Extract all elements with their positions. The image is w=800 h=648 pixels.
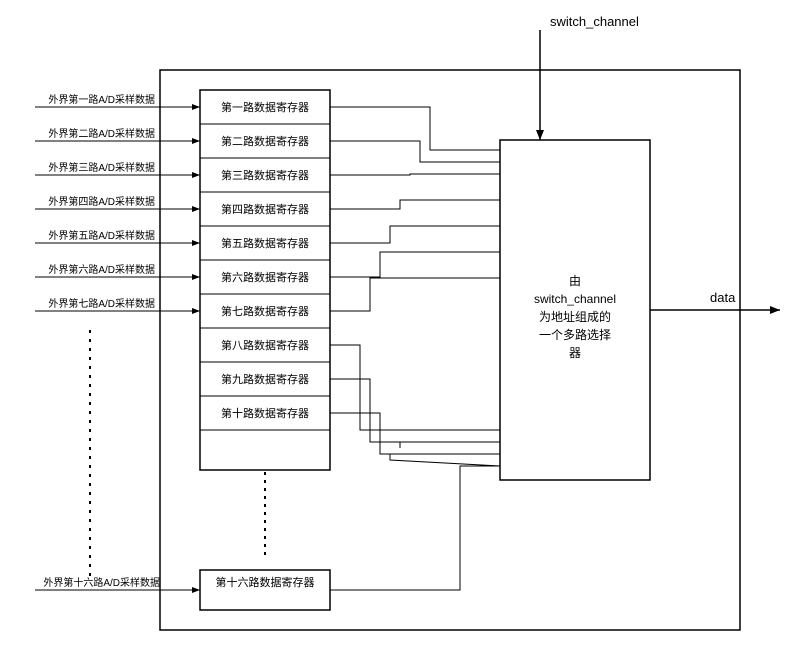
- input-last: 外界第十六路A/D采样数据: [43, 576, 160, 589]
- input-5: 外界第五路A/D采样数据: [48, 229, 155, 242]
- input-6: 外界第六路A/D采样数据: [48, 263, 155, 276]
- reg-1: 第一路数据寄存器: [221, 100, 309, 114]
- reg-last-line1: 第十六路数据寄存器: [216, 575, 315, 589]
- reg-4: 第四路数据寄存器: [221, 202, 309, 216]
- reg-2: 第二路数据寄存器: [221, 134, 309, 148]
- input-4: 外界第四路A/D采样数据: [48, 195, 155, 208]
- mux-line1: 由: [569, 274, 581, 288]
- reg-7: 第七路数据寄存器: [221, 304, 309, 318]
- reg-5: 第五路数据寄存器: [221, 236, 309, 250]
- input-2: 外界第二路A/D采样数据: [48, 127, 155, 140]
- input-7: 外界第七路A/D采样数据: [48, 297, 155, 310]
- reg-9: 第九路数据寄存器: [221, 372, 309, 386]
- mux-line2: switch_channel: [534, 292, 616, 306]
- mux-line5: 器: [569, 346, 581, 360]
- top-signal-arrow: [536, 130, 544, 140]
- output-arrow: [770, 306, 780, 314]
- reg-10: 第十路数据寄存器: [221, 406, 309, 420]
- top-signal-label: switch_channel: [550, 14, 639, 29]
- reg-3: 第三路数据寄存器: [221, 168, 309, 182]
- output-label: data: [710, 290, 736, 305]
- inputs: 外界第一路A/D采样数据 外界第二路A/D采样数据 外界第三路A/D采样数据 外…: [35, 93, 200, 314]
- input-1: 外界第一路A/D采样数据: [48, 93, 155, 106]
- reg-6: 第六路数据寄存器: [221, 270, 309, 284]
- mux-line4: 一个多路选择: [539, 327, 611, 342]
- reg-to-mux-wires: [330, 107, 500, 590]
- mux-line3: 为地址组成的: [539, 309, 611, 324]
- input-3: 外界第三路A/D采样数据: [48, 161, 155, 174]
- reg-8: 第八路数据寄存器: [221, 338, 309, 352]
- reg-last-box: [200, 570, 330, 610]
